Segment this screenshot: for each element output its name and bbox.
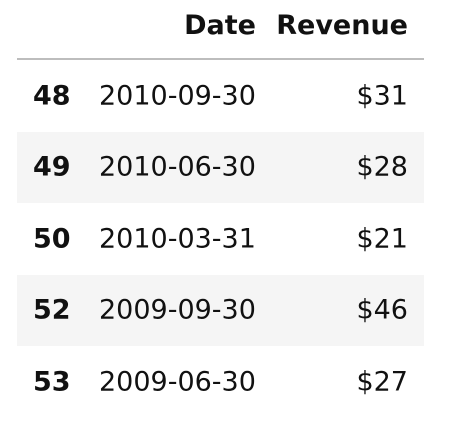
row-index: 50 <box>33 223 71 255</box>
column-header-revenue: Revenue <box>276 10 408 41</box>
table-row: 49 2010-06-30 $28 <box>17 131 424 203</box>
row-index: 48 <box>33 80 71 112</box>
date-cell: 2010-09-30 <box>99 80 256 112</box>
table-row: 53 2009-06-30 $27 <box>17 346 424 418</box>
row-index: 53 <box>33 366 71 398</box>
revenue-cell: $46 <box>356 294 408 326</box>
date-cell: 2009-06-30 <box>99 366 256 398</box>
table-row: 50 2010-03-31 $21 <box>17 203 424 275</box>
table-header: Date Revenue <box>17 0 424 60</box>
row-index: 49 <box>33 151 71 183</box>
date-cell: 2010-03-31 <box>99 223 256 255</box>
date-cell: 2009-09-30 <box>99 294 256 326</box>
row-index: 52 <box>33 294 71 326</box>
revenue-cell: $31 <box>356 80 408 112</box>
data-table: Date Revenue 48 2010-09-30 $31 49 2010-0… <box>17 0 424 418</box>
revenue-cell: $27 <box>356 366 408 398</box>
table-row: 52 2009-09-30 $46 <box>17 274 424 346</box>
date-cell: 2010-06-30 <box>99 151 256 183</box>
table-row: 48 2010-09-30 $31 <box>17 60 424 132</box>
column-header-date: Date <box>184 10 256 41</box>
revenue-cell: $28 <box>356 151 408 183</box>
revenue-cell: $21 <box>356 223 408 255</box>
